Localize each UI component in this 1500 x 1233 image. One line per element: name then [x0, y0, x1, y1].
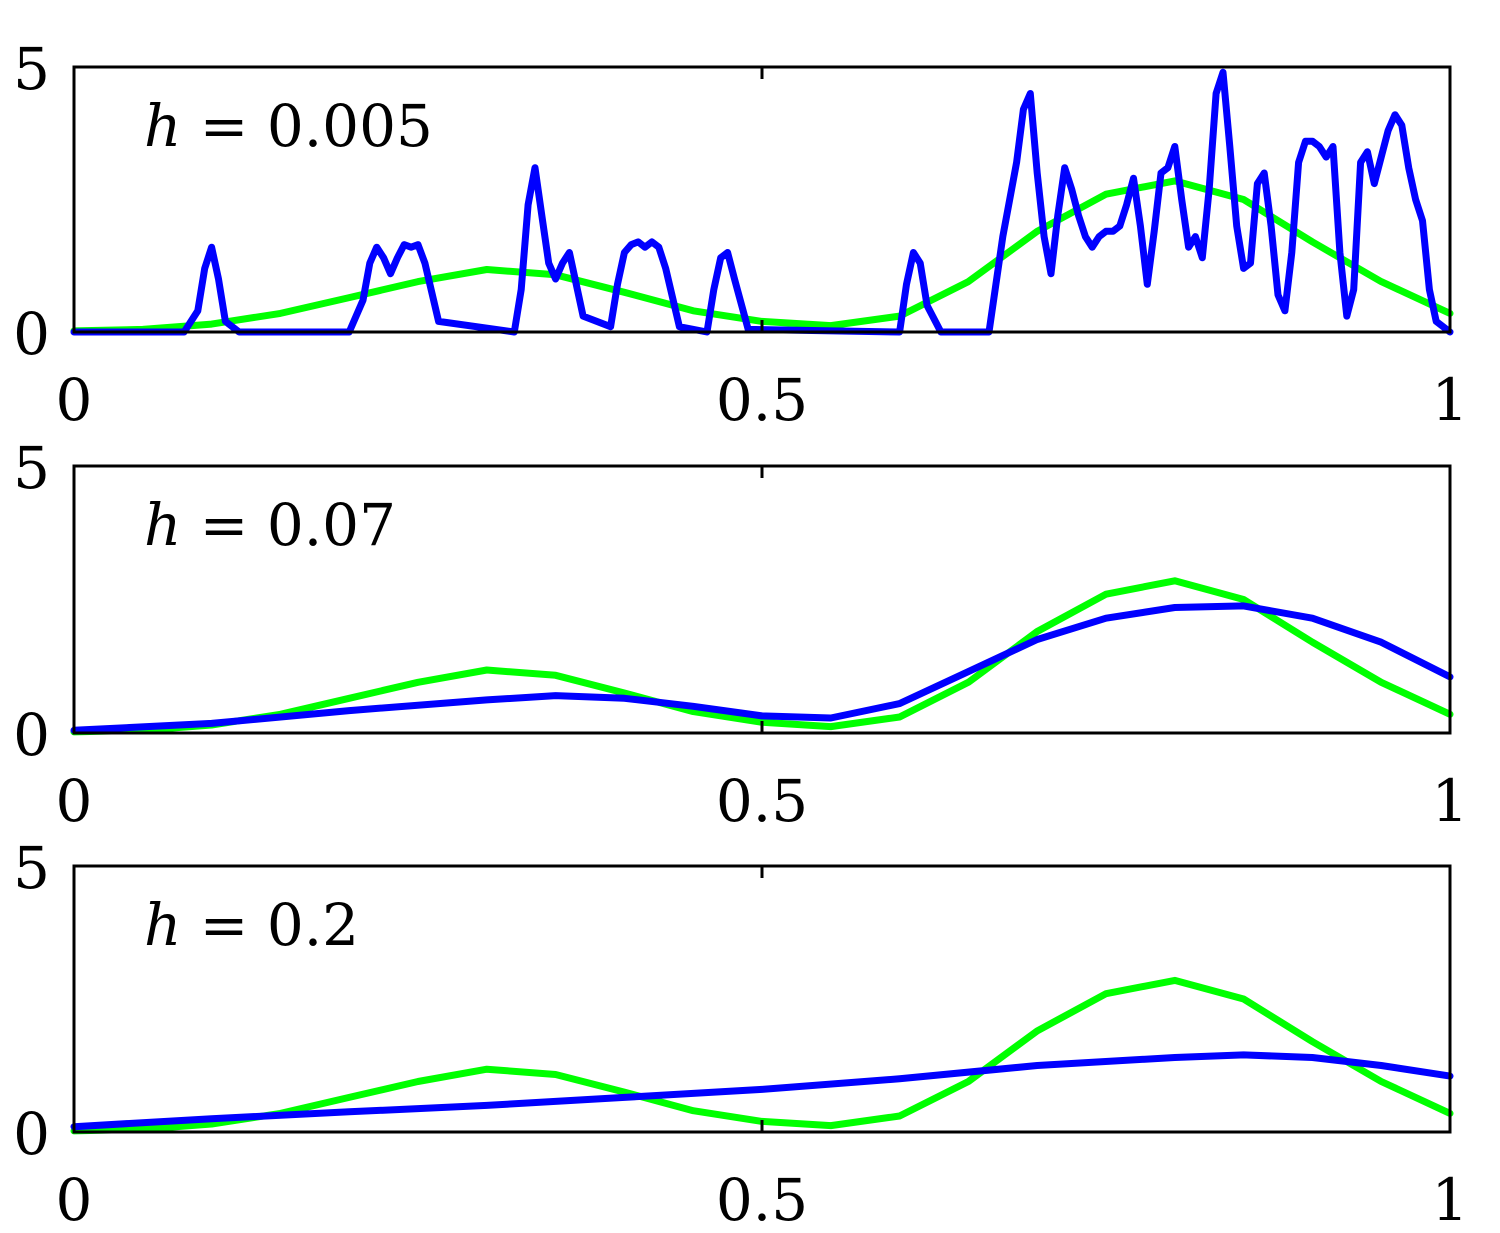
series-line-estimate [70, 68, 1454, 336]
bandwidth-annotation: h = 0.005 [144, 92, 433, 160]
x-tick-label: 0.5 [716, 1166, 808, 1233]
panel-3: 0 0.5 1 0 5 h = 0.2 [13, 834, 1468, 1233]
x-tick-label: 0 [56, 1166, 93, 1233]
bandwidth-value: = 0.07 [181, 491, 396, 559]
bandwidth-value: = 0.2 [181, 891, 359, 959]
bandwidth-annotation: h = 0.2 [144, 891, 359, 959]
series-line-estimate [70, 1051, 1454, 1131]
x-tick-label: 0 [56, 767, 93, 835]
y-tick-label: 0 [13, 1100, 50, 1168]
y-tick-label: 5 [13, 35, 50, 103]
series-line-estimate [70, 602, 1454, 734]
panel-1: 0 0.5 1 0 5 h = 0.005 [13, 35, 1468, 434]
y-tick-label: 0 [13, 300, 50, 368]
x-tick-label: 0 [56, 366, 93, 434]
bandwidth-symbol: h [144, 491, 181, 559]
x-tick-label: 0.5 [716, 366, 808, 434]
bandwidth-symbol: h [144, 891, 181, 959]
bandwidth-value: = 0.005 [181, 92, 433, 160]
panel-2: 0 0.5 1 0 5 h = 0.07 [13, 434, 1468, 835]
x-tick-label: 1 [1432, 366, 1469, 434]
x-tick-label: 0.5 [716, 767, 808, 835]
y-tick-label: 0 [13, 701, 50, 769]
y-tick-label: 5 [13, 834, 50, 902]
y-tick-label: 5 [13, 434, 50, 502]
x-tick-label: 1 [1432, 767, 1469, 835]
bandwidth-annotation: h = 0.07 [144, 491, 396, 559]
x-tick-label: 1 [1432, 1166, 1469, 1233]
bandwidth-symbol: h [144, 92, 181, 160]
